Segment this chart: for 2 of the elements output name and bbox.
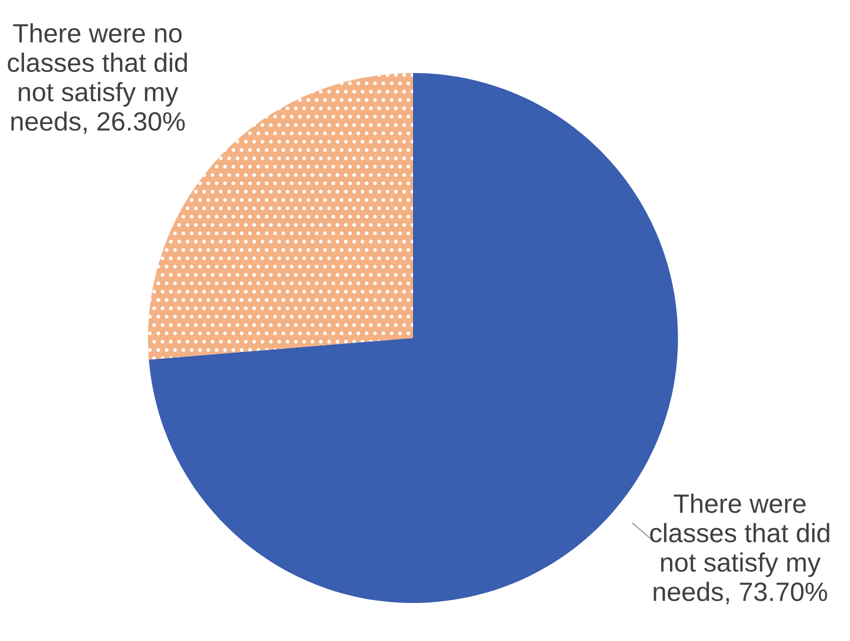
slice-label: There were no classes that did not satisfy my needs, 26.30% bbox=[8, 23, 187, 134]
slice-label: There were classes that did not satisfy my needs, 73.70% bbox=[650, 494, 830, 604]
